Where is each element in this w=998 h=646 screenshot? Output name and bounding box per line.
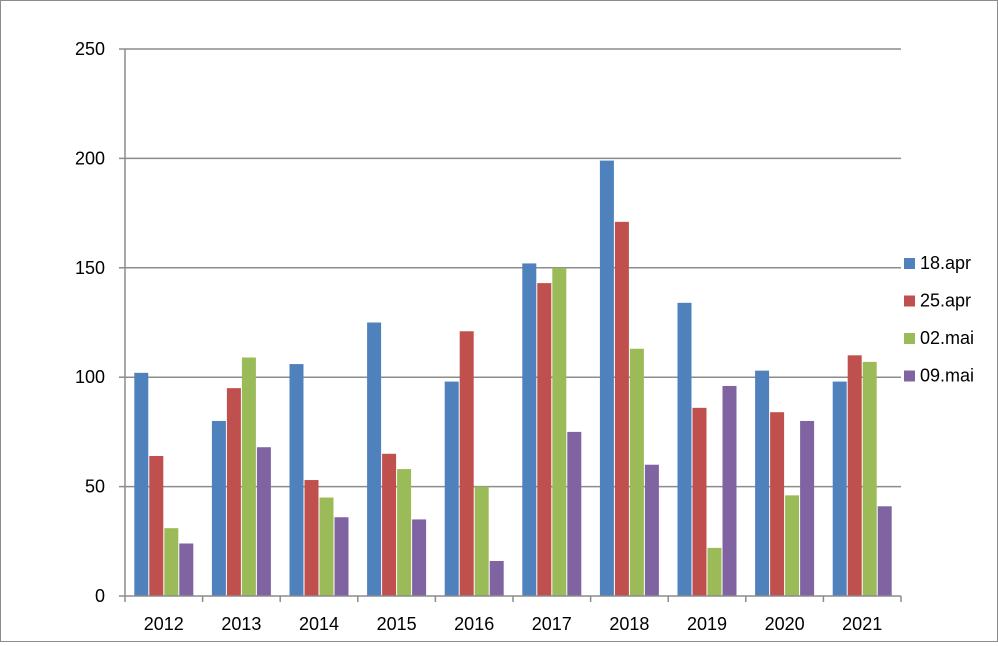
bar-18.apr-2019 <box>677 302 692 596</box>
bar-25.apr-2014 <box>304 480 319 596</box>
bar-18.apr-2013 <box>211 420 226 596</box>
bar-25.apr-2018 <box>614 221 629 597</box>
bar-18.apr-2012 <box>134 372 149 596</box>
bar-02.mai-2016 <box>474 486 489 596</box>
bar-02.mai-2012 <box>164 528 179 596</box>
x-tick-label: 2021 <box>842 614 882 634</box>
bar-02.mai-2013 <box>241 357 256 596</box>
bar-25.apr-2020 <box>770 412 785 596</box>
x-tick-label: 2020 <box>765 614 805 634</box>
x-tick-label: 2017 <box>532 614 572 634</box>
bar-25.apr-2013 <box>226 388 241 596</box>
x-tick-label: 2016 <box>454 614 494 634</box>
legend-label: 02.mai <box>920 328 974 348</box>
bar-18.apr-2015 <box>367 322 382 596</box>
bar-09.mai-2018 <box>644 464 659 596</box>
bar-02.mai-2014 <box>319 497 334 596</box>
bar-18.apr-2014 <box>289 364 304 596</box>
bar-02.mai-2015 <box>397 469 412 596</box>
legend-label: 09.mai <box>920 366 974 386</box>
bar-02.mai-2019 <box>707 547 722 596</box>
y-tick-label: 100 <box>75 367 105 387</box>
bar-09.mai-2016 <box>489 560 504 596</box>
legend-swatch-25.apr <box>904 295 915 307</box>
bar-18.apr-2021 <box>832 381 847 596</box>
x-tick-label: 2012 <box>144 614 184 634</box>
bar-18.apr-2016 <box>444 381 459 596</box>
bar-02.mai-2018 <box>629 348 644 596</box>
bar-09.mai-2017 <box>567 431 582 596</box>
legend-label: 18.apr <box>920 253 971 273</box>
grid-lines <box>125 48 901 488</box>
bar-25.apr-2021 <box>847 355 862 596</box>
bar-02.mai-2020 <box>785 495 800 596</box>
legend-swatch-02.mai <box>904 333 915 344</box>
bar-09.mai-2012 <box>179 543 194 596</box>
y-tick-label: 200 <box>75 148 105 168</box>
bar-25.apr-2012 <box>149 455 164 596</box>
y-tick-label: 150 <box>75 258 105 278</box>
bar-25.apr-2019 <box>692 407 707 596</box>
y-tick-label: 250 <box>75 39 105 59</box>
bar-18.apr-2018 <box>599 160 614 596</box>
bar-25.apr-2015 <box>382 453 397 596</box>
x-tick-label: 2019 <box>687 614 727 634</box>
axes: 0 50 100 150 200 250 2012 2013 2014 2015 2016 2017 2… <box>75 39 902 634</box>
bar-09.mai-2021 <box>877 506 892 596</box>
bars <box>134 160 892 597</box>
legend: 18.apr 25.apr 02.mai 09.mai <box>904 253 974 386</box>
legend-label: 25.apr <box>920 291 971 311</box>
bar-02.mai-2021 <box>862 361 877 596</box>
bar-09.mai-2019 <box>722 385 737 596</box>
legend-swatch-18.apr <box>904 258 915 269</box>
bar-09.mai-2015 <box>412 519 427 596</box>
bar-18.apr-2020 <box>755 370 770 596</box>
y-tick-label: 50 <box>85 477 105 497</box>
bar-02.mai-2017 <box>552 267 567 596</box>
y-tick-label: 0 <box>95 586 105 606</box>
bar-25.apr-2017 <box>537 283 552 596</box>
x-tick-label: 2013 <box>221 614 261 634</box>
bar-09.mai-2020 <box>800 420 815 596</box>
x-tick-label: 2014 <box>299 614 339 634</box>
bar-09.mai-2014 <box>334 517 349 596</box>
x-tick-label: 2015 <box>377 614 417 634</box>
bar-09.mai-2013 <box>256 447 271 596</box>
bar-18.apr-2017 <box>522 263 537 596</box>
x-tick-label: 2018 <box>609 614 649 634</box>
bar-25.apr-2016 <box>459 331 474 596</box>
legend-swatch-09.mai <box>904 370 915 382</box>
